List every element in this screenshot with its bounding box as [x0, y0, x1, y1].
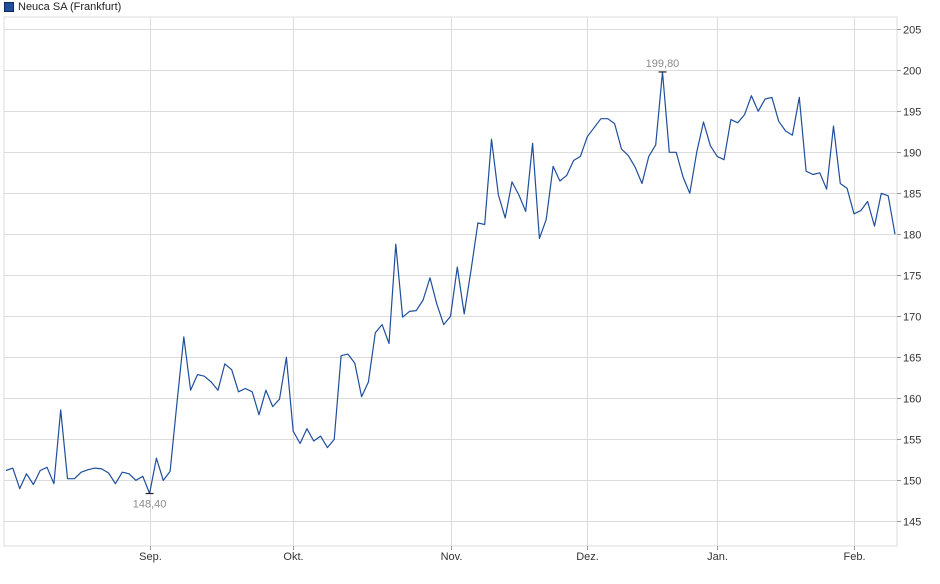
y-tick-label: 145 — [903, 517, 921, 529]
y-tick-label: 165 — [903, 353, 921, 365]
plot-frame — [3, 16, 898, 547]
legend-label: Neuca SA (Frankfurt) — [18, 1, 122, 13]
y-tick-label: 150 — [903, 476, 921, 488]
x-tick-label: Okt. — [283, 551, 303, 563]
y-tick-label: 200 — [903, 66, 921, 78]
y-tick-label: 180 — [903, 230, 921, 242]
x-tick-label: Feb. — [843, 551, 865, 563]
legend: Neuca SA (Frankfurt) — [4, 0, 121, 14]
y-tick-label: 185 — [903, 189, 921, 201]
y-tick-label: 160 — [903, 394, 921, 406]
x-tick-label: Sep. — [139, 551, 162, 563]
y-tick-label: 155 — [903, 435, 921, 447]
x-tick-label: Dez. — [576, 551, 599, 563]
annotation-label: 148,40 — [133, 499, 167, 511]
y-tick-label: 195 — [903, 107, 921, 119]
y-tick-label: 205 — [903, 25, 921, 37]
y-tick-label: 175 — [903, 271, 921, 283]
x-tick-label: Jan. — [707, 551, 728, 563]
y-tick-label: 170 — [903, 312, 921, 324]
legend-swatch — [4, 2, 14, 12]
annotation-label: 199,80 — [646, 58, 680, 70]
x-tick-label: Nov. — [441, 551, 463, 563]
y-tick-label: 190 — [903, 148, 921, 160]
price-line — [5, 71, 896, 495]
